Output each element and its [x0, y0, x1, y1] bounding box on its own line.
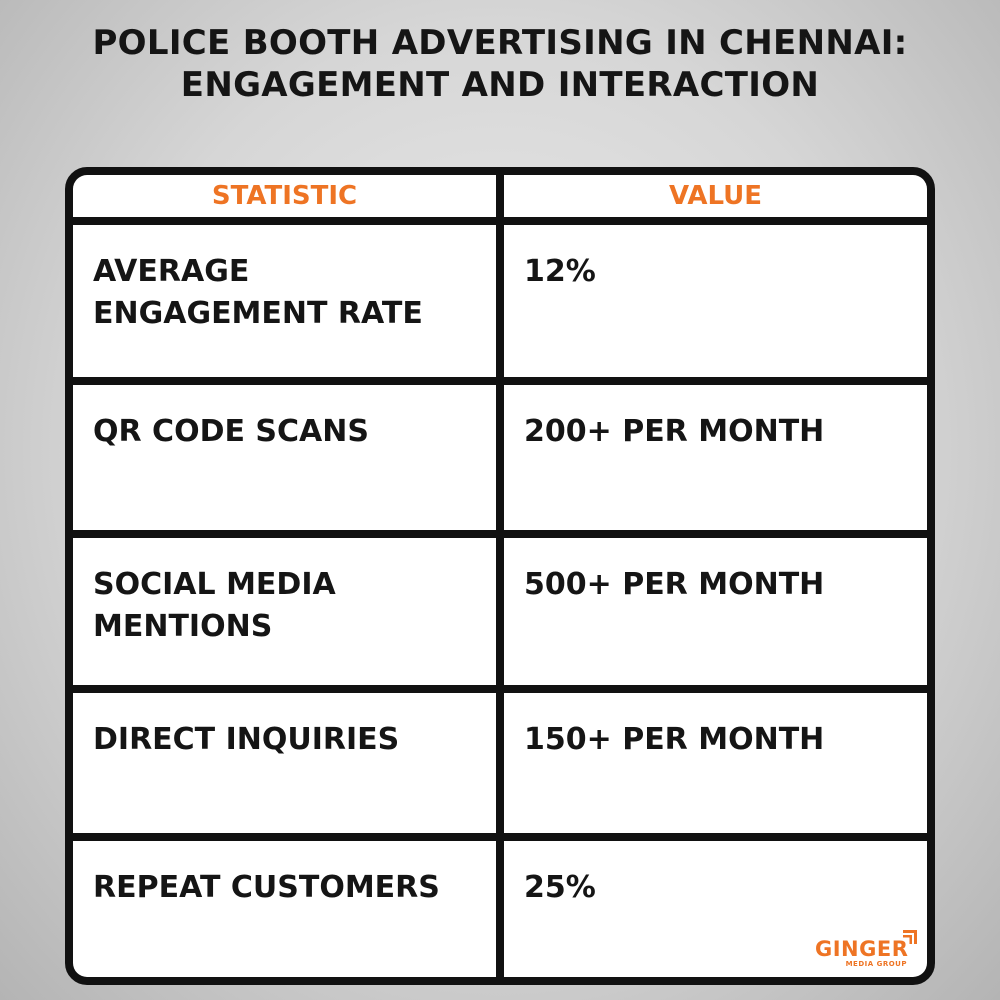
logo-icon [903, 930, 917, 944]
statistic-cell: QR CODE SCANS [73, 385, 496, 530]
value-cell: 12% [504, 225, 927, 377]
logo: GINGER MEDIA GROUP [815, 930, 917, 968]
column-header: STATISTIC [73, 175, 496, 217]
title: POLICE BOOTH ADVERTISING IN CHENNAI: ENG… [0, 22, 1000, 106]
value-cell: 200+ PER MONTH [504, 385, 927, 530]
stats-table: STATISTIC VALUE AVERAGE ENGAGEMENT RATE 12%… [65, 167, 935, 985]
statistic-cell: REPEAT CUSTOMERS [73, 841, 496, 977]
column-header: VALUE [504, 175, 927, 217]
statistic-cell: DIRECT INQUIRIES [73, 693, 496, 833]
logo-name: GINGER [815, 937, 909, 961]
value-cell: 25% [504, 841, 927, 977]
title-line: ENGAGEMENT AND INTERACTION [180, 65, 820, 105]
logo-tagline: MEDIA GROUP [845, 960, 907, 968]
value-cell: 500+ PER MONTH [504, 538, 927, 685]
statistic-cell: AVERAGE ENGAGEMENT RATE [73, 225, 496, 377]
statistic-cell: SOCIAL MEDIA MENTIONS [73, 538, 496, 685]
value-cell: 150+ PER MONTH [504, 693, 927, 833]
title-line: POLICE BOOTH ADVERTISING IN CHENNAI: [92, 23, 908, 63]
